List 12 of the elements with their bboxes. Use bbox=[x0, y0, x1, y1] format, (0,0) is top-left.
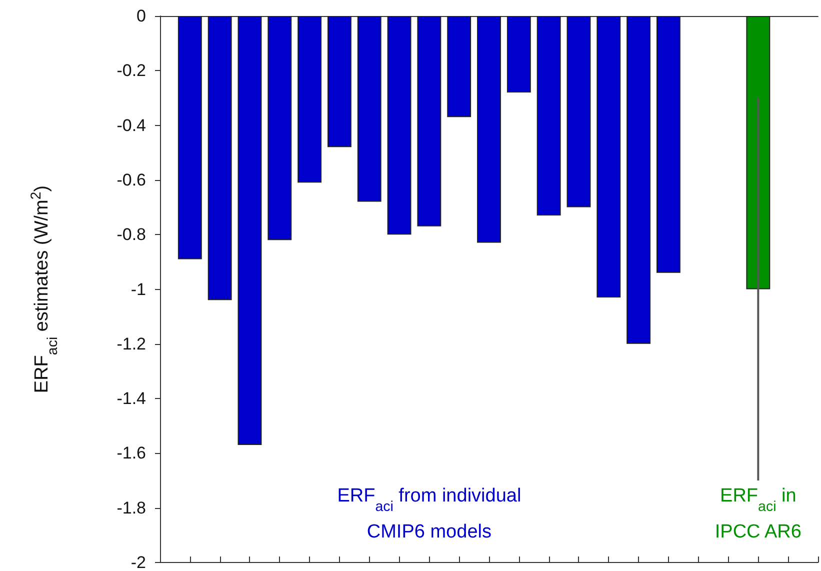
y-tick-label: -1.4 bbox=[116, 389, 146, 408]
y-tick-label: -1.6 bbox=[116, 444, 146, 463]
y-tick-label: 0 bbox=[136, 6, 146, 26]
y-tick-label: -1 bbox=[130, 280, 146, 299]
y-tick-label: -0.4 bbox=[116, 116, 146, 135]
y-tick-label: -1.8 bbox=[116, 498, 146, 518]
y-tick-label: -0.8 bbox=[116, 225, 146, 244]
y-tick-label: -0.2 bbox=[116, 61, 146, 80]
y-tick-label: -1.2 bbox=[116, 334, 146, 354]
y-axis-title: ERFaci estimates (W/m2) bbox=[28, 185, 61, 394]
y-tick-label: -2 bbox=[130, 553, 146, 571]
y-tick-label: -0.6 bbox=[116, 170, 146, 190]
